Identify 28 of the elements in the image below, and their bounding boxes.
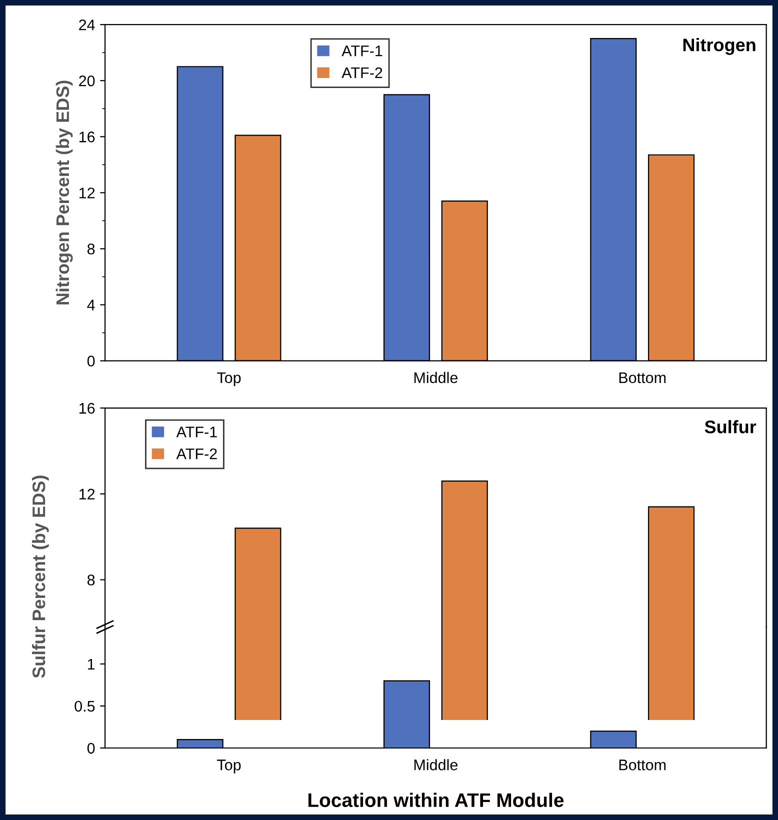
legend-label: ATF-1: [176, 426, 217, 438]
y-tick-label: 0: [87, 742, 95, 754]
legend-label: ATF-2: [176, 448, 217, 460]
x-tick-label: Top: [217, 372, 241, 386]
x-tick-label: Top: [217, 760, 241, 774]
y-tick-label: 24: [79, 19, 95, 30]
x-tick-label: Bottom: [619, 372, 666, 384]
y-axis-title: Nitrogen Percent (by EDS): [56, 80, 73, 304]
x-tick-label: Middle: [414, 372, 458, 384]
y-tick-label: 8: [87, 574, 95, 586]
y-tick-label: 0: [87, 356, 95, 366]
y-tick-label: 1: [88, 658, 95, 670]
y-tick-label: 12: [79, 488, 95, 500]
x-tick-label: Middle: [414, 759, 458, 770]
x-axis-title: Location within ATF Module: [308, 792, 564, 808]
x-tick-label: Bottom: [619, 760, 666, 770]
y-tick-label: 20: [79, 76, 95, 86]
y-tick-label: 16: [79, 132, 95, 142]
text: Sulfur: [704, 420, 756, 434]
y-tick-label: 0.5: [74, 700, 95, 712]
y-axis-title: Sulfur Percent (by EDS): [32, 476, 49, 678]
y-tick-label: 12: [79, 188, 95, 198]
legend-label: ATF-1: [342, 46, 382, 56]
y-tick-label: 8: [87, 244, 95, 254]
text: Nitrogen: [683, 38, 756, 55]
y-tick-label: 4: [87, 300, 95, 310]
y-tick-label: 16: [79, 402, 95, 414]
legend-label: ATF-2: [342, 67, 382, 78]
